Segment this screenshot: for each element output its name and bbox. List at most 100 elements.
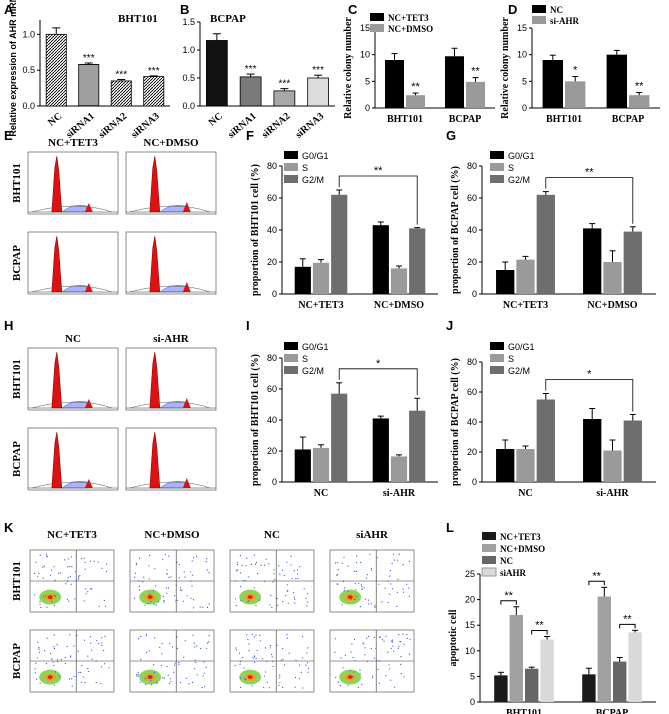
event-dot [280, 659, 283, 661]
y-tick-label: 0.0 [22, 101, 35, 111]
event-dot [39, 554, 41, 556]
event-dot [196, 555, 198, 558]
event-dot [73, 675, 75, 677]
event-dot [248, 576, 250, 578]
event-dot [239, 663, 241, 665]
significance-bracket [619, 623, 636, 629]
significance-mark: ** [374, 165, 383, 177]
event-dot [69, 566, 71, 568]
event-dot [389, 570, 391, 572]
y-tick-label: 0 [365, 103, 370, 113]
event-dot [378, 682, 380, 684]
event-dot [268, 687, 270, 689]
fit-curve [31, 205, 113, 213]
event-dot [150, 679, 152, 681]
bar [294, 266, 311, 294]
event-dot [276, 644, 278, 647]
histogram-frame [27, 347, 119, 411]
significance-mark: * [573, 65, 578, 77]
event-dot [347, 684, 349, 686]
event-dot [343, 556, 345, 558]
event-dot [278, 684, 280, 687]
legend-label: G0/G1 [508, 342, 535, 352]
event-dot [163, 600, 165, 602]
y-axis-label: Relative colony number [343, 17, 354, 119]
row-label: BHT101 [11, 163, 23, 203]
event-dot [206, 647, 208, 649]
event-dot [388, 664, 390, 666]
event-dot [360, 584, 363, 586]
event-dot [402, 588, 404, 590]
event-dot [100, 666, 102, 668]
row-label: BHT101 [11, 561, 23, 601]
live-center [47, 595, 53, 599]
legend-label: NC+DMSO [500, 544, 545, 554]
event-dot [272, 581, 274, 583]
significance-bracket [338, 368, 418, 396]
significance-mark: *** [115, 69, 127, 80]
event-dot [171, 646, 174, 648]
y-tick-label: 0 [272, 289, 277, 299]
event-dot [87, 655, 89, 657]
chart-f: 0 20 40 60 80 proportion of BHT101 cell (%) NC… [250, 151, 438, 311]
legend-label: NC [550, 5, 563, 15]
event-dot [67, 558, 69, 560]
event-dot [45, 663, 48, 665]
legend-label: S [508, 354, 514, 364]
y-tick-label: 15 [517, 23, 527, 33]
event-dot [336, 562, 338, 564]
event-dot [253, 656, 255, 658]
event-dot [379, 660, 381, 662]
event-dot [170, 576, 172, 578]
legend-swatch [490, 175, 504, 183]
event-dot [38, 651, 41, 653]
panel-letter-b: B [180, 2, 189, 17]
event-dot [298, 678, 300, 680]
event-dot [98, 605, 100, 607]
event-dot [70, 656, 72, 658]
chart-j: 0 20 40 60 80 proportion of BCPAP cell (%) NC s… [450, 342, 656, 499]
event-dot [392, 645, 394, 647]
histogram-frame [27, 151, 119, 215]
event-dot [234, 665, 236, 667]
event-dot [399, 640, 401, 643]
event-dot [340, 657, 342, 659]
event-dot [302, 687, 304, 689]
event-dot [286, 584, 288, 586]
event-dot [337, 681, 339, 683]
legend-swatch [284, 175, 298, 183]
event-dot [174, 595, 176, 597]
event-dot [283, 574, 285, 577]
event-dot [246, 634, 248, 636]
event-dot [60, 572, 62, 574]
event-dot [36, 657, 38, 659]
event-dot [145, 633, 147, 635]
event-dot [342, 667, 344, 669]
event-dot [297, 577, 299, 580]
flow-cytometry-panels: NC+TET3 NC+DMSO BHT101 BCPAP NC si-AHR BHT101 B… [11, 137, 415, 693]
y-tick-label: 0.0 [182, 101, 195, 111]
event-dot [166, 592, 168, 594]
event-dot [49, 678, 51, 680]
event-dot [108, 667, 110, 669]
event-dot [406, 583, 408, 585]
event-dot [264, 580, 266, 583]
event-dot [104, 635, 106, 637]
event-dot [175, 600, 177, 602]
event-dot [44, 650, 46, 652]
event-dot [95, 660, 97, 662]
x-tick-label: NC [46, 111, 64, 129]
event-dot [307, 601, 309, 603]
event-dot [66, 645, 68, 648]
event-dot [89, 560, 92, 562]
bar [78, 64, 100, 107]
fit-curve [31, 481, 113, 489]
event-dot [265, 558, 267, 560]
event-dot [279, 573, 281, 575]
event-dot [271, 606, 273, 609]
event-dot [58, 675, 61, 677]
significance-mark: ** [504, 590, 513, 602]
event-dot [293, 596, 295, 598]
event-dot [157, 601, 159, 603]
event-dot [387, 601, 389, 604]
